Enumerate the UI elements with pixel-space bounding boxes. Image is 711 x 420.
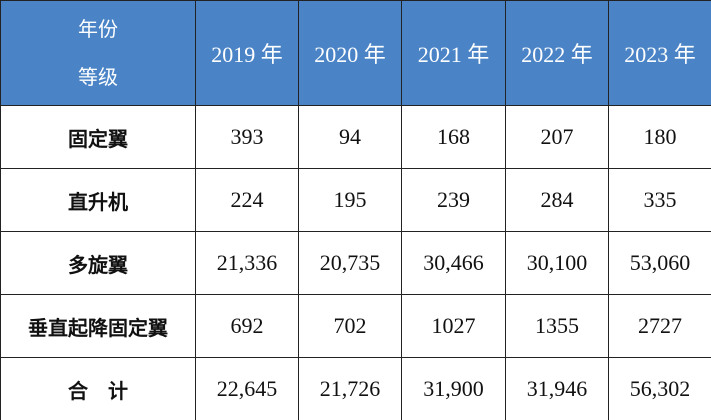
cell: 195: [298, 168, 402, 232]
cell: 56,302: [608, 357, 711, 420]
cell: 30,466: [401, 231, 506, 295]
row-label: 合 计: [0, 357, 196, 420]
table-row: 合 计 22,645 21,726 31,900 31,946 56,302: [0, 357, 711, 420]
cell: 1027: [401, 294, 506, 358]
column-header: 2019 年: [195, 0, 299, 106]
column-header: 2023 年: [608, 0, 711, 106]
row-label: 多旋翼: [0, 231, 196, 295]
corner-top: 年份: [78, 17, 118, 41]
cell: 393: [195, 105, 299, 169]
column-header: 2022 年: [505, 0, 609, 106]
cell: 284: [505, 168, 609, 232]
corner-bottom: 等级: [78, 65, 118, 89]
cell: 702: [298, 294, 402, 358]
cell: 53,060: [608, 231, 711, 295]
table-row: 直升机 224 195 239 284 335: [0, 168, 711, 232]
row-label: 垂直起降固定翼: [0, 294, 196, 358]
header-row: 年份 等级 2019 年 2020 年 2021 年 2022 年 2023 年: [0, 0, 711, 106]
cell: 20,735: [298, 231, 402, 295]
column-header: 2020 年: [298, 0, 402, 106]
table-row: 垂直起降固定翼 692 702 1027 1355 2727: [0, 294, 711, 358]
table-row: 多旋翼 21,336 20,735 30,466 30,100 53,060: [0, 231, 711, 295]
cell: 1355: [505, 294, 609, 358]
table-row: 固定翼 393 94 168 207 180: [0, 105, 711, 169]
cell: 31,900: [401, 357, 506, 420]
row-label: 直升机: [0, 168, 196, 232]
cell: 692: [195, 294, 299, 358]
corner-cell: 年份 等级: [0, 0, 196, 106]
cell: 94: [298, 105, 402, 169]
cell: 21,726: [298, 357, 402, 420]
cell: 31,946: [505, 357, 609, 420]
cell: 239: [401, 168, 506, 232]
column-header: 2021 年: [401, 0, 506, 106]
cell: 22,645: [195, 357, 299, 420]
row-label: 固定翼: [0, 105, 196, 169]
table-body: 固定翼 393 94 168 207 180 直升机 224 195 239 284 335 多旋翼 21…: [0, 105, 711, 420]
cell: 168: [401, 105, 506, 169]
cell: 21,336: [195, 231, 299, 295]
cell: 30,100: [505, 231, 609, 295]
cell: 207: [505, 105, 609, 169]
cell: 2727: [608, 294, 711, 358]
cell: 224: [195, 168, 299, 232]
cell: 180: [608, 105, 711, 169]
cell: 335: [608, 168, 711, 232]
